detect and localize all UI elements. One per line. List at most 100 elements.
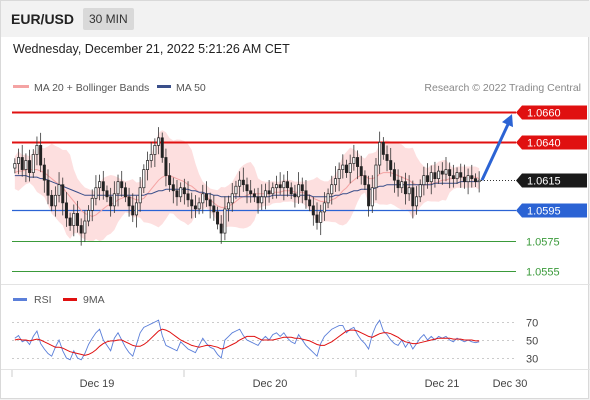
candle bbox=[426, 163, 430, 189]
candle-down bbox=[61, 184, 65, 204]
candle bbox=[356, 150, 360, 180]
candle-up bbox=[238, 179, 242, 187]
candle bbox=[223, 196, 227, 241]
forecast-arrow bbox=[480, 114, 513, 181]
candle bbox=[238, 171, 242, 197]
candle-up bbox=[422, 175, 426, 186]
candle-down bbox=[105, 190, 109, 198]
candle-up bbox=[157, 137, 161, 146]
candle-down bbox=[278, 184, 282, 189]
candle bbox=[134, 195, 138, 228]
candle bbox=[348, 154, 352, 184]
candle bbox=[94, 175, 98, 206]
candle bbox=[20, 144, 24, 177]
candle-down bbox=[249, 190, 253, 195]
rsi-legend-swatch bbox=[13, 298, 27, 301]
candle-down bbox=[367, 184, 371, 207]
candle bbox=[245, 177, 249, 204]
candle-down bbox=[396, 179, 400, 189]
candle bbox=[87, 205, 91, 227]
candle-up bbox=[400, 181, 404, 189]
candle-down bbox=[433, 172, 437, 180]
candle bbox=[90, 189, 94, 222]
candle bbox=[333, 166, 337, 192]
candle-down bbox=[462, 176, 466, 183]
candle-down bbox=[131, 205, 135, 216]
candle bbox=[101, 170, 105, 200]
candle bbox=[138, 176, 142, 212]
candle-up bbox=[149, 154, 153, 161]
candle bbox=[363, 170, 367, 190]
candle bbox=[297, 172, 301, 204]
candle bbox=[341, 154, 345, 179]
candle-down bbox=[64, 202, 68, 219]
candle bbox=[79, 218, 83, 246]
candle-up bbox=[94, 187, 98, 199]
candle-down bbox=[219, 223, 223, 234]
candle-down bbox=[256, 196, 260, 204]
candle-up bbox=[142, 169, 146, 189]
candle-down bbox=[470, 175, 474, 180]
candle bbox=[61, 177, 65, 216]
candle bbox=[234, 180, 238, 200]
candle-up bbox=[415, 196, 419, 207]
candle-down bbox=[101, 181, 105, 192]
candle bbox=[160, 132, 164, 163]
candle-up bbox=[444, 169, 448, 175]
level-label-1.0615: 1.0615 bbox=[527, 176, 561, 188]
ma20-legend-swatch bbox=[13, 85, 29, 88]
timeframe-badge[interactable]: 30 MIN bbox=[83, 8, 134, 30]
candle-down bbox=[311, 205, 315, 216]
candle bbox=[249, 180, 253, 203]
candle bbox=[400, 176, 404, 194]
candle-up bbox=[271, 187, 275, 195]
candle bbox=[451, 164, 455, 188]
candle-up bbox=[116, 181, 120, 195]
level-tag-1.0660 bbox=[516, 105, 587, 120]
symbol-title: EUR/USD bbox=[11, 11, 75, 27]
candle-down bbox=[392, 169, 396, 181]
candle-up bbox=[418, 184, 422, 198]
candle bbox=[381, 137, 385, 160]
candle-down bbox=[168, 175, 172, 186]
candle bbox=[24, 153, 28, 183]
x-label-dec21: Dec 21 bbox=[425, 378, 460, 390]
candle bbox=[72, 204, 76, 237]
candle bbox=[389, 147, 393, 177]
candle-up bbox=[407, 187, 411, 195]
candle-down bbox=[426, 175, 430, 183]
candle-down bbox=[473, 178, 477, 183]
candle-up bbox=[197, 202, 201, 210]
rsi-line bbox=[14, 319, 480, 361]
candle bbox=[437, 165, 441, 184]
candle bbox=[35, 136, 39, 166]
level-label-1.0660: 1.0660 bbox=[527, 108, 561, 120]
candle bbox=[153, 138, 157, 168]
candle-down bbox=[79, 225, 83, 234]
x-label-dec19: Dec 19 bbox=[80, 378, 115, 390]
candle-down bbox=[315, 214, 319, 223]
candle bbox=[50, 190, 54, 212]
candle bbox=[42, 157, 46, 193]
candle bbox=[267, 180, 271, 203]
candle-up bbox=[322, 202, 326, 213]
research-credit: Research © 2022 Trading Central bbox=[424, 82, 581, 94]
level-labels: 1.0660 1.0640 1.0615 1.0595 1.0575 1.0555 bbox=[516, 105, 587, 279]
candle bbox=[293, 184, 297, 208]
candle-down bbox=[252, 193, 256, 198]
candle bbox=[64, 192, 68, 227]
candle bbox=[168, 163, 172, 192]
level-tag-1.0615 bbox=[516, 173, 587, 188]
candle-down bbox=[68, 217, 72, 226]
candle-down bbox=[164, 157, 168, 176]
candle bbox=[31, 149, 35, 178]
candle bbox=[337, 162, 341, 192]
candle-down bbox=[381, 142, 385, 155]
candle-up bbox=[98, 181, 102, 189]
level-label-1.0595: 1.0595 bbox=[527, 206, 561, 218]
candle-down bbox=[411, 187, 415, 207]
candle bbox=[308, 194, 312, 212]
candle bbox=[407, 175, 411, 201]
candle bbox=[149, 141, 153, 168]
rsi-ma-line bbox=[14, 328, 480, 356]
